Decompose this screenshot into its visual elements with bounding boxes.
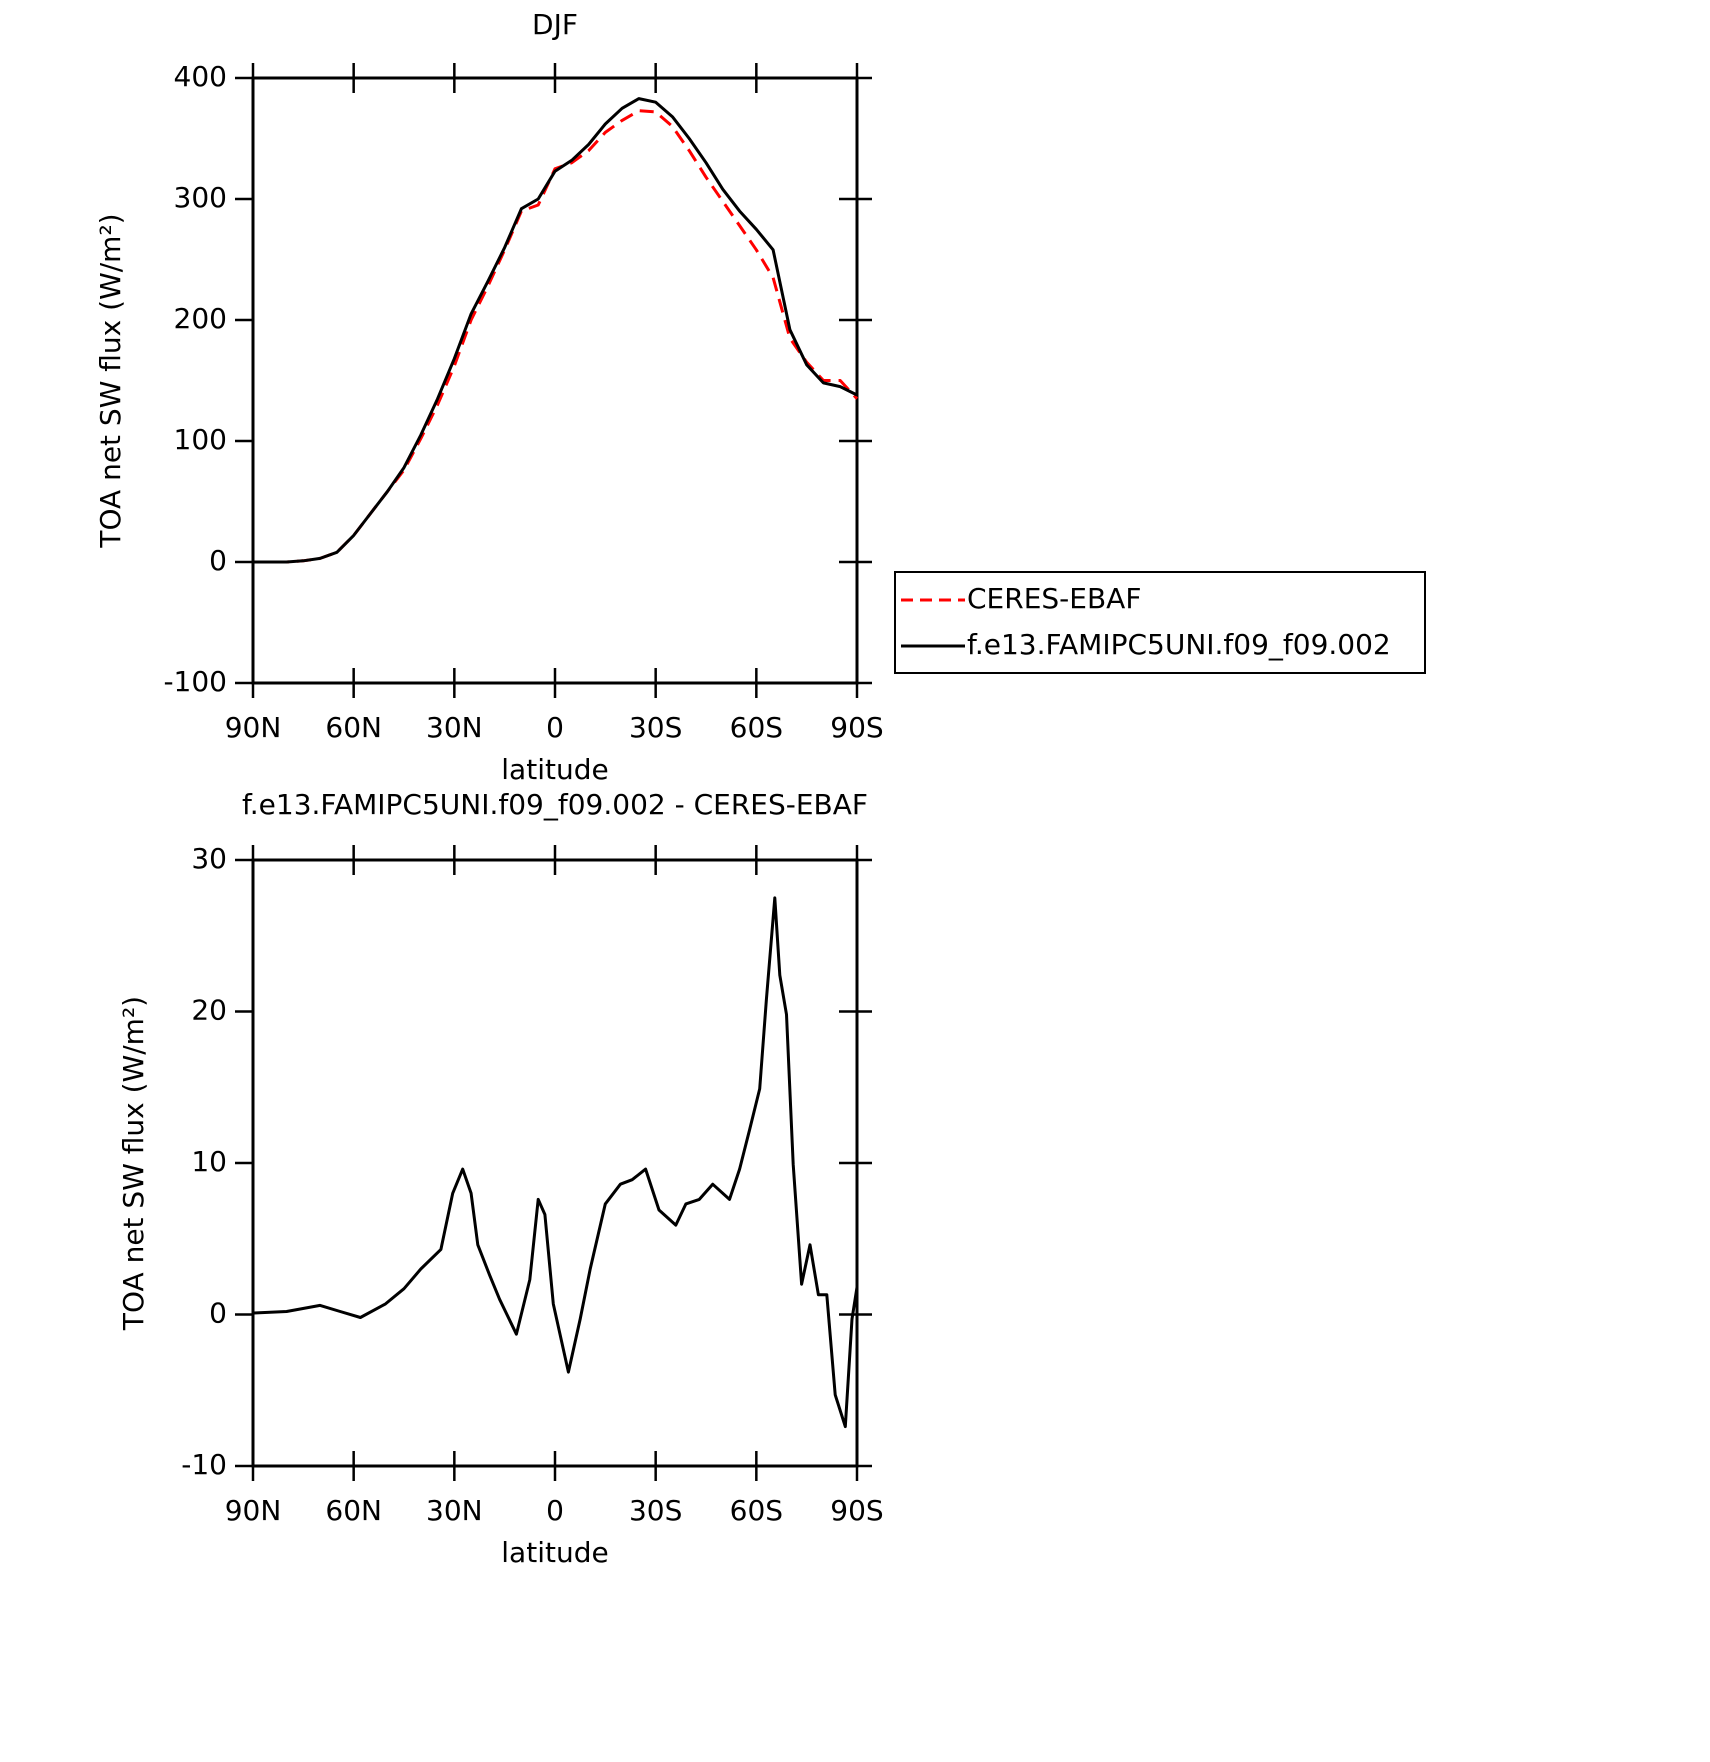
y-tick-label: -10 [181, 1448, 227, 1481]
data-line [253, 97, 858, 564]
x-axis-label: latitude [501, 753, 608, 786]
y-axis-label: TOA net SW flux (W/m²) [117, 996, 150, 1331]
chart-title: f.e13.FAMIPC5UNI.f09_f09.002 - CERES-EBA… [242, 788, 868, 821]
x-tick-label: 60S [730, 711, 783, 744]
x-axis-label: latitude [501, 1536, 608, 1569]
x-tick-label: 60N [325, 711, 382, 744]
legend-label: f.e13.FAMIPC5UNI.f09_f09.002 [967, 628, 1391, 661]
x-tick-label: 0 [546, 1494, 564, 1527]
x-tick-label: 30N [426, 1494, 483, 1527]
y-tick-label: -100 [163, 665, 227, 698]
y-tick-label: 0 [209, 1297, 227, 1330]
x-tick-label: 60S [730, 1494, 783, 1527]
y-axis-label: TOA net SW flux (W/m²) [94, 213, 127, 548]
x-tick-label: 90N [225, 711, 282, 744]
x-tick-label: 90S [830, 711, 883, 744]
x-tick-label: 0 [546, 711, 564, 744]
y-tick-label: 20 [191, 994, 227, 1027]
x-tick-label: 90N [225, 1494, 282, 1527]
x-tick-label: 90S [830, 1494, 883, 1527]
x-tick-label: 30N [426, 711, 483, 744]
y-tick-label: 300 [174, 181, 227, 214]
y-tick-label: 10 [191, 1145, 227, 1178]
y-tick-label: 200 [174, 302, 227, 335]
legend-box [894, 571, 1426, 674]
plot-frame [251, 858, 859, 1468]
data-line [252, 896, 859, 1429]
x-tick-label: 60N [325, 1494, 382, 1527]
legend-label: CERES-EBAF [967, 582, 1141, 615]
y-tick-label: 100 [174, 423, 227, 456]
y-tick-label: 400 [174, 60, 227, 93]
data-line [253, 109, 859, 564]
x-tick-label: 30S [629, 711, 682, 744]
y-tick-label: 30 [191, 842, 227, 875]
chart-title: DJF [532, 8, 578, 41]
x-tick-label: 30S [629, 1494, 682, 1527]
y-tick-label: 0 [209, 544, 227, 577]
